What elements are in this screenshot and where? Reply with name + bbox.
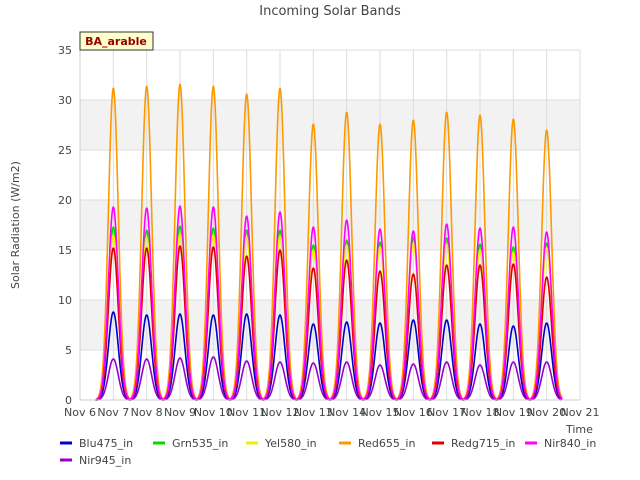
x-tick-label: Nov 10 <box>194 406 233 419</box>
x-tick-label: Nov 12 <box>261 406 300 419</box>
x-tick-label: Nov 15 <box>361 406 400 419</box>
x-tick-label: Nov 19 <box>494 406 533 419</box>
y-axis-label: Solar Radiation (W/m2) <box>9 161 22 289</box>
y-tick-label: 20 <box>58 194 72 207</box>
x-tick-label: Nov 20 <box>527 406 566 419</box>
site-badge-box <box>79 31 154 51</box>
legend-label: Redg715_in <box>451 437 515 450</box>
x-tick-label: Nov 6 <box>64 406 96 419</box>
x-tick-label: Nov 14 <box>327 406 366 419</box>
grid-band <box>80 200 580 250</box>
x-tick-label: Nov 21 <box>561 406 600 419</box>
y-tick-label: 25 <box>58 144 72 157</box>
legend-label: Grn535_in <box>172 437 228 450</box>
y-tick-label: 0 <box>65 394 72 407</box>
chart-title: Incoming Solar Bands <box>259 4 401 19</box>
x-tick-label: Nov 13 <box>294 406 333 419</box>
y-tick-label: 15 <box>58 244 72 257</box>
legend-label: Nir945_in <box>79 454 131 467</box>
x-tick-label: Nov 9 <box>164 406 196 419</box>
x-axis-label: Time <box>565 423 593 436</box>
y-tick-label: 5 <box>65 344 72 357</box>
x-tick-label: Nov 11 <box>227 406 266 419</box>
y-tick-label: 10 <box>58 294 72 307</box>
x-tick-label: Nov 8 <box>131 406 163 419</box>
legend-label: Red655_in <box>358 437 415 450</box>
x-tick-label: Nov 17 <box>427 406 466 419</box>
x-tick-label: Nov 18 <box>461 406 500 419</box>
y-tick-label: 30 <box>58 94 72 107</box>
site-badge: BA_arable <box>85 35 147 48</box>
x-tick-label: Nov 7 <box>97 406 129 419</box>
legend-label: Yel580_in <box>264 437 317 450</box>
x-tick-label: Nov 16 <box>394 406 433 419</box>
grid-band <box>80 100 580 150</box>
legend-label: Nir840_in <box>544 437 596 450</box>
y-tick-label: 35 <box>58 44 72 57</box>
legend-label: Blu475_in <box>79 437 133 450</box>
grid-band <box>80 300 580 350</box>
